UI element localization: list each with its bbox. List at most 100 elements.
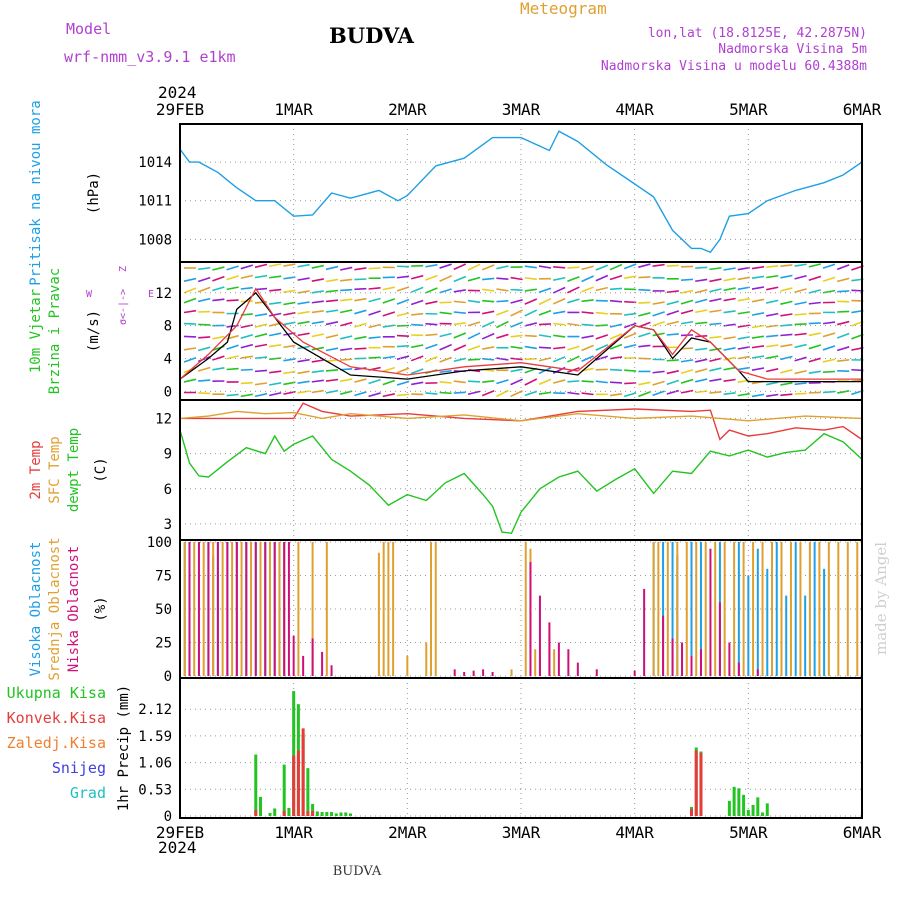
- wind-arrow: [609, 299, 623, 303]
- wind-arrow: [410, 299, 424, 306]
- wind-arrow: [595, 264, 609, 271]
- lonlat-label: lon,lat (18.8125E, 42.2875N): [648, 26, 867, 41]
- wind-arrow: [780, 382, 793, 386]
- wind-arrow: [354, 335, 367, 340]
- wind-arrow: [723, 336, 736, 340]
- bar-clouds-low: [529, 562, 532, 676]
- bar-clouds-high: [737, 542, 740, 676]
- wind-arrow: [453, 332, 467, 339]
- x-tick-label-bottom: 2MAR: [388, 823, 427, 842]
- wind-arrow: [581, 299, 594, 303]
- wind-arrow: [723, 356, 736, 361]
- wind-arrow: [297, 263, 310, 268]
- line-temperature-sfc-temp: [179, 410, 863, 422]
- wind-arrow: [482, 277, 495, 281]
- wind-arrow: [723, 392, 736, 396]
- x-tick-label-bottom: 29FEB: [156, 823, 204, 842]
- wind-arrow: [197, 286, 211, 293]
- station-title: BUDVA: [329, 23, 415, 48]
- wind-arrow: [269, 312, 282, 317]
- wind-arrow: [496, 309, 509, 316]
- wind-arrow: [425, 355, 438, 363]
- wind-arrow: [737, 355, 750, 360]
- bar-clouds-low: [283, 542, 286, 676]
- wind-arrow: [524, 378, 538, 386]
- bar-clouds-mid: [325, 542, 328, 676]
- bar-clouds-low: [245, 542, 248, 676]
- wind-arrow: [808, 263, 821, 268]
- bar-clouds-low: [662, 615, 665, 676]
- wind-arrow: [481, 332, 495, 340]
- wind-arrow: [240, 381, 253, 385]
- panel-wind: 12 8 4 0 10m Vjetar Brzina i Pravac (m/s) W E Zσ<…: [28, 261, 864, 401]
- bar-clouds-mid: [510, 669, 513, 676]
- wind-arrow: [623, 332, 637, 339]
- wind-arrow: [553, 310, 566, 315]
- wind-arrow: [581, 311, 594, 315]
- wind-arrow: [780, 355, 793, 361]
- wind-arrow: [709, 278, 722, 283]
- wind-arrow: [766, 324, 779, 328]
- wind-arrow: [297, 370, 310, 375]
- wind-arrow: [680, 369, 694, 375]
- bar-precip-ukupna-kisa: [349, 813, 352, 816]
- bar-clouds-low: [671, 638, 674, 676]
- bar-clouds-mid: [382, 542, 385, 676]
- wind-arrow: [254, 382, 268, 386]
- y-tick-label: 3: [164, 517, 172, 533]
- panel-precip: 2.12 1.59 1.06 0.53 0 1hr Precip (mm) Ukupna K…: [7, 677, 863, 825]
- wind-arrow: [737, 297, 750, 302]
- wind-arrow: [709, 391, 722, 394]
- wind-arrow: [254, 313, 268, 317]
- wind-arrow: [439, 343, 452, 351]
- wind-arrow: [652, 301, 665, 305]
- wind-arrow: [183, 356, 197, 363]
- wind-arrow: [609, 333, 623, 340]
- bar-clouds-low: [207, 542, 210, 676]
- wind-arrow: [311, 264, 324, 269]
- y-tick-label: 6: [164, 482, 172, 498]
- wind-arrow: [638, 332, 651, 338]
- bar-clouds-low: [643, 588, 646, 676]
- wind-arrow: [666, 300, 680, 306]
- wind-arrow: [567, 355, 580, 363]
- meteogram-label: Meteogram: [520, 0, 607, 18]
- wind-arrow: [354, 267, 367, 271]
- bar-clouds-low: [595, 669, 598, 676]
- wind-arrow: [439, 301, 452, 304]
- x-tick-label-top: 29FEB: [156, 100, 204, 119]
- wind-arrow: [396, 298, 410, 305]
- bar-clouds-low: [681, 642, 684, 676]
- x-tick-label-top: 6MAR: [843, 100, 882, 119]
- compass-west: W: [86, 289, 93, 300]
- bar-clouds-mid: [723, 542, 726, 676]
- bar-clouds-mid: [534, 649, 537, 676]
- bar-clouds-mid: [311, 542, 314, 676]
- wind-arrow: [453, 321, 466, 326]
- panel-frame: [179, 677, 863, 819]
- y-axis-label: dewpt Temp: [66, 428, 82, 512]
- wind-arrow: [638, 321, 651, 328]
- wind-arrow: [695, 347, 708, 351]
- bar-clouds-mid: [714, 542, 717, 676]
- wind-arrow: [340, 278, 353, 282]
- wind-arrow: [822, 276, 836, 283]
- bar-clouds-low: [557, 642, 560, 676]
- wind-arrow: [652, 263, 665, 268]
- bar-clouds-mid: [733, 542, 736, 676]
- bar-precip-konvek-kisa: [311, 810, 315, 816]
- wind-arrow: [837, 320, 850, 326]
- bar-clouds-mid: [259, 542, 262, 676]
- wind-arrow: [581, 335, 594, 339]
- wind-arrow: [524, 345, 537, 350]
- bar-clouds-high: [804, 595, 807, 676]
- bar-precip-konvek-kisa: [690, 808, 693, 816]
- bar-clouds-mid: [695, 542, 698, 676]
- wind-arrow: [425, 264, 438, 268]
- bar-clouds-low: [311, 638, 314, 676]
- wind-arrow: [453, 380, 466, 384]
- wind-arrow: [212, 367, 225, 371]
- wind-arrow: [467, 276, 481, 282]
- wind-arrow: [297, 277, 310, 281]
- wind-arrow: [737, 324, 750, 328]
